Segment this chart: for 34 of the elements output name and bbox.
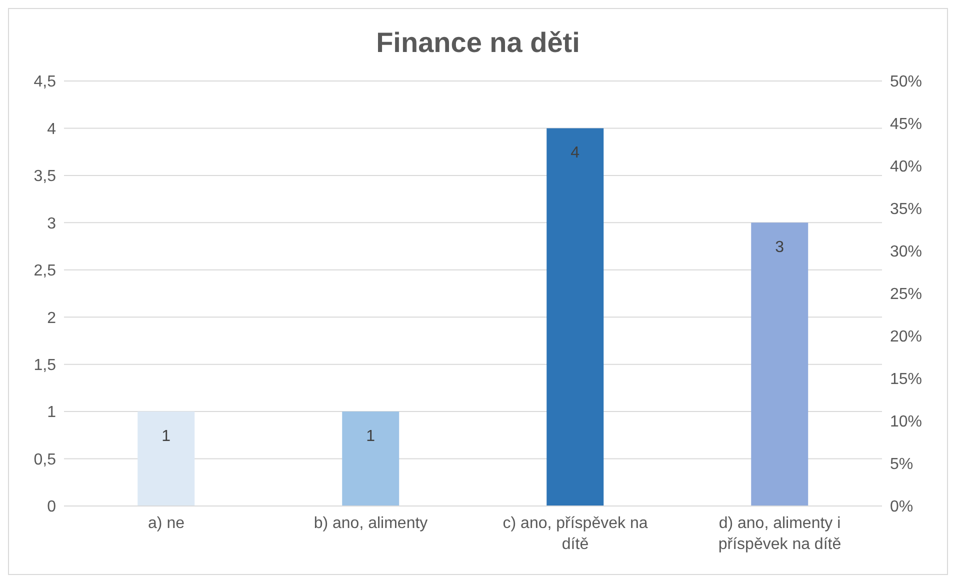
data-label: 1 bbox=[162, 428, 171, 445]
y-tick-label: 1 bbox=[47, 404, 56, 422]
y2-tick-label: 20% bbox=[890, 328, 922, 346]
y-tick-label: 3 bbox=[47, 215, 56, 232]
y-tick-label: 0,5 bbox=[34, 451, 56, 468]
y2-tick-label: 5% bbox=[890, 456, 914, 474]
data-label: 3 bbox=[775, 239, 784, 256]
x-tick-label: a) ne bbox=[148, 515, 185, 532]
x-tick-label: d) ano, alimenty i příspěvek na dítě bbox=[718, 515, 842, 553]
y2-tick-label: 35% bbox=[890, 201, 922, 218]
y-tick-label: 4 bbox=[47, 120, 56, 138]
y-tick-label: 2,5 bbox=[34, 262, 56, 280]
x-tick-label: c) ano, příspěvek na dítě bbox=[502, 515, 648, 553]
chart-title: Finance na děti bbox=[375, 26, 581, 60]
bar bbox=[751, 222, 808, 506]
data-label: 1 bbox=[366, 428, 376, 445]
y2-tick-label: 15% bbox=[890, 371, 922, 388]
bar bbox=[342, 412, 400, 506]
y2-tick-label: 45% bbox=[890, 116, 922, 134]
data-label: 4 bbox=[570, 144, 580, 162]
y-tick-label: 2 bbox=[47, 310, 56, 327]
y2-tick-label: 40% bbox=[890, 158, 922, 176]
y2-tick-label: 10% bbox=[890, 414, 922, 431]
bar bbox=[138, 412, 195, 506]
y2-tick-label: 30% bbox=[890, 244, 922, 261]
y2-tick-label: 50% bbox=[890, 74, 922, 91]
bar bbox=[546, 128, 604, 506]
y-tick-label: 0 bbox=[47, 498, 56, 516]
y-tick-label: 1,5 bbox=[34, 357, 56, 374]
y-tick-label: 4,5 bbox=[34, 74, 56, 91]
y-tick-label: 3,5 bbox=[34, 168, 56, 186]
y2-tick-label: 25% bbox=[890, 286, 922, 304]
x-tick-label: b) ano, alimenty bbox=[314, 515, 428, 532]
y2-tick-label: 0% bbox=[890, 498, 914, 516]
